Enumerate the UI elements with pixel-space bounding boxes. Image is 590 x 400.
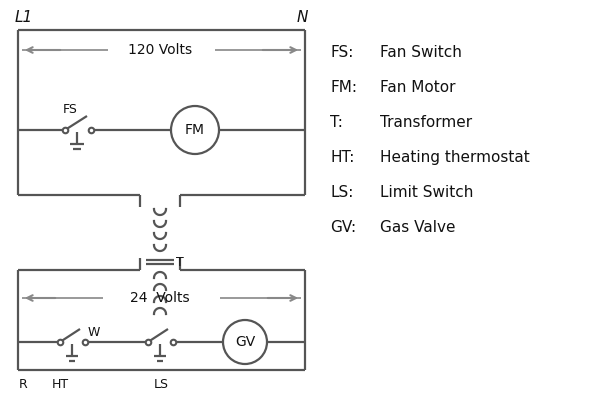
Text: Heating thermostat: Heating thermostat [380,150,530,165]
Text: GV:: GV: [330,220,356,235]
Text: W: W [88,326,100,338]
Text: R: R [19,378,28,391]
Text: 24  Volts: 24 Volts [130,291,190,305]
Text: L1: L1 [15,10,33,26]
Text: N: N [297,10,309,26]
Text: FM:: FM: [330,80,357,95]
Text: 120 Volts: 120 Volts [128,43,192,57]
Text: FS:: FS: [330,45,353,60]
Text: Gas Valve: Gas Valve [380,220,455,235]
Text: LS: LS [154,378,169,391]
Text: Fan Switch: Fan Switch [380,45,462,60]
Text: LS:: LS: [330,185,353,200]
Text: HT:: HT: [330,150,355,165]
Text: T:: T: [330,115,343,130]
Text: T: T [176,256,183,268]
Text: FM: FM [185,123,205,137]
Text: FS: FS [63,103,78,116]
Text: GV: GV [235,335,255,349]
Text: Limit Switch: Limit Switch [380,185,473,200]
Text: Transformer: Transformer [380,115,472,130]
Text: Fan Motor: Fan Motor [380,80,455,95]
Text: HT: HT [52,378,69,391]
